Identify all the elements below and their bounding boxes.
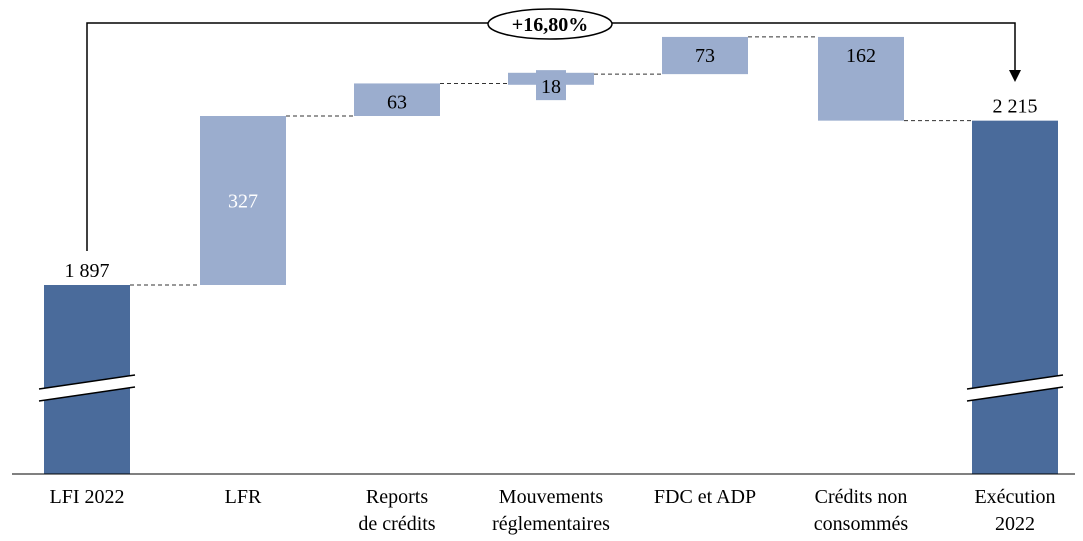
value-label-0: 1 897 bbox=[65, 260, 110, 282]
category-label-4: FDC et ADP bbox=[654, 486, 756, 508]
growth-arrowhead bbox=[1009, 70, 1021, 82]
value-label-6: 2 215 bbox=[993, 96, 1038, 118]
break-mark bbox=[38, 374, 136, 402]
value-label-4: 73 bbox=[695, 45, 715, 67]
value-labels: 1 897 327 63 18 73 162 2 215 bbox=[65, 45, 1038, 282]
value-label-5: 162 bbox=[846, 45, 876, 67]
category-label-1: LFR bbox=[225, 486, 262, 508]
growth-ellipse bbox=[487, 8, 613, 40]
bar-4 bbox=[662, 36, 748, 75]
axis-break-marks bbox=[38, 374, 1064, 402]
bar-5 bbox=[818, 36, 904, 121]
value-label-3: 18 bbox=[541, 76, 561, 98]
bar-6 bbox=[972, 120, 1058, 475]
category-label-6: Exécution 2022 bbox=[974, 486, 1055, 535]
category-label-3: Mouvements réglementaires bbox=[492, 486, 610, 535]
growth-annotation: +16,80% bbox=[86, 8, 1021, 251]
category-label-5: Crédits non consommés bbox=[814, 486, 909, 535]
bar-3-label-box bbox=[536, 70, 566, 101]
category-label-2: Reports de crédits bbox=[358, 486, 435, 535]
break-mark bbox=[966, 374, 1064, 402]
connector-lines bbox=[130, 36, 972, 286]
value-label-2: 63 bbox=[387, 91, 407, 113]
value-label-1: 327 bbox=[228, 191, 258, 213]
category-label-0: LFI 2022 bbox=[50, 486, 125, 508]
bars bbox=[44, 36, 1058, 475]
category-labels: LFI 2022 LFR Reports de crédits Mouvements ré… bbox=[50, 486, 1056, 535]
bar-2 bbox=[354, 83, 440, 116]
bar-1 bbox=[200, 116, 286, 285]
growth-label: +16,80% bbox=[512, 14, 588, 36]
